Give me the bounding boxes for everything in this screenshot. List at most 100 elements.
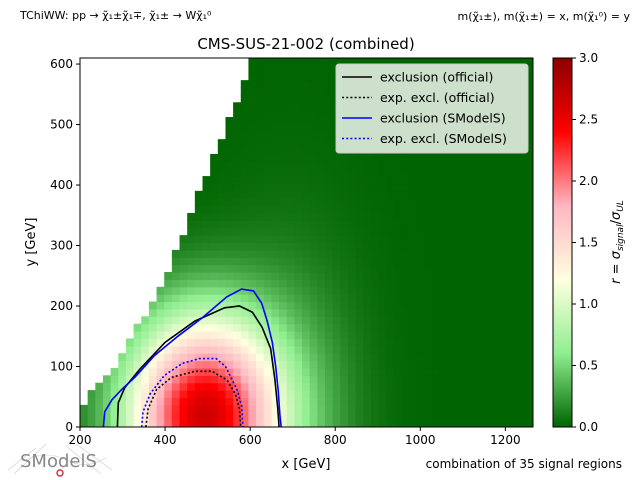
heatmap-cell — [501, 153, 510, 162]
heatmap-cell — [424, 412, 433, 421]
heatmap-cell — [256, 382, 265, 391]
heatmap-cell — [531, 375, 533, 384]
heatmap-cell — [516, 205, 525, 214]
heatmap-cell — [309, 117, 318, 126]
heatmap-cell — [470, 375, 479, 384]
heatmap-cell — [386, 360, 395, 369]
heatmap-cell — [340, 198, 349, 207]
heatmap-cell — [363, 419, 372, 427]
heatmap-cell — [485, 235, 495, 244]
heatmap-cell — [524, 382, 533, 391]
heatmap-cell — [294, 249, 303, 258]
colorbar-tick-label: 2.0 — [579, 174, 598, 188]
heatmap-cell — [187, 301, 196, 310]
heatmap-cell — [347, 235, 357, 244]
heatmap-cell — [370, 264, 380, 273]
heatmap-cell — [485, 190, 495, 199]
heatmap-cell — [210, 279, 219, 288]
heatmap-cell — [286, 87, 295, 96]
heatmap-cell — [531, 242, 533, 251]
heatmap-cell — [462, 176, 472, 185]
heatmap-cell — [516, 168, 525, 177]
heatmap-cell — [531, 212, 533, 221]
heatmap-cell — [470, 257, 479, 266]
heatmap-cell — [202, 279, 211, 288]
heatmap-cell — [225, 183, 234, 192]
heatmap-cell — [317, 412, 326, 421]
heatmap-cell — [279, 176, 288, 185]
heatmap-cell — [340, 168, 349, 177]
heatmap-cell — [340, 301, 349, 310]
heatmap-cell — [416, 249, 426, 258]
heatmap-cell — [194, 338, 204, 347]
heatmap-cell — [240, 153, 250, 162]
heatmap-cell — [279, 331, 288, 340]
heatmap-cell — [501, 360, 510, 369]
heatmap-cell — [156, 331, 165, 340]
heatmap-cell — [194, 323, 204, 332]
heatmap-cell — [531, 338, 533, 347]
heatmap-cell — [294, 235, 303, 244]
heatmap-cell — [432, 168, 441, 177]
heatmap-cell — [439, 419, 449, 427]
heatmap-cell — [309, 404, 318, 413]
heatmap-cell — [424, 286, 433, 295]
heatmap-cell — [210, 301, 219, 310]
heatmap-cell — [501, 404, 510, 413]
heatmap-cell — [347, 353, 357, 362]
heatmap-cell — [378, 397, 387, 406]
heatmap-cell — [416, 235, 426, 244]
heatmap-cell — [455, 153, 464, 162]
heatmap-cell — [493, 375, 502, 384]
heatmap-cell — [171, 279, 181, 288]
heatmap-cell — [439, 205, 449, 214]
heatmap-cell — [302, 338, 311, 347]
heatmap-cell — [416, 382, 426, 391]
heatmap-cell — [279, 323, 288, 332]
heatmap-cell — [409, 242, 418, 251]
heatmap-cell — [240, 124, 250, 133]
heatmap-cell — [164, 331, 173, 340]
heatmap-cell — [531, 65, 533, 74]
heatmap-cell — [363, 301, 372, 310]
heatmap-cell — [332, 220, 341, 229]
heatmap-cell — [485, 360, 495, 369]
heatmap-cell — [263, 308, 273, 317]
heatmap-cell — [233, 183, 242, 192]
heatmap-cell — [478, 375, 487, 384]
heatmap-cell — [202, 390, 211, 399]
heatmap-cell — [141, 375, 150, 384]
heatmap-cell — [447, 419, 456, 427]
heatmap-cell — [340, 331, 349, 340]
heatmap-cell — [531, 279, 533, 288]
heatmap-cell — [171, 375, 181, 384]
heatmap-cell — [455, 257, 464, 266]
heatmap-cell — [439, 220, 449, 229]
heatmap-cell — [164, 294, 173, 303]
heatmap-cell — [240, 190, 250, 199]
heatmap-cell — [256, 168, 265, 177]
heatmap-cell — [317, 168, 326, 177]
heatmap-cell — [164, 308, 173, 317]
heatmap-cell — [263, 131, 273, 140]
heatmap-cell — [141, 412, 150, 421]
heatmap-cell — [478, 419, 487, 427]
heatmap-cell — [256, 153, 265, 162]
heatmap-cell — [263, 139, 273, 148]
heatmap-cell — [187, 353, 196, 362]
heatmap-cell — [240, 264, 250, 273]
heatmap-cell — [478, 205, 487, 214]
heatmap-cell — [485, 301, 495, 310]
heatmap-cell — [263, 94, 273, 103]
heatmap-cell — [424, 404, 433, 413]
heatmap-cell — [347, 404, 357, 413]
heatmap-cell — [271, 176, 280, 185]
heatmap-cell — [332, 279, 341, 288]
heatmap-cell — [370, 360, 380, 369]
heatmap-cell — [210, 397, 219, 406]
heatmap-cell — [286, 72, 295, 81]
heatmap-cell — [424, 375, 433, 384]
heatmap-cell — [401, 257, 410, 266]
heatmap-cell — [302, 382, 311, 391]
heatmap-cell — [531, 345, 533, 354]
